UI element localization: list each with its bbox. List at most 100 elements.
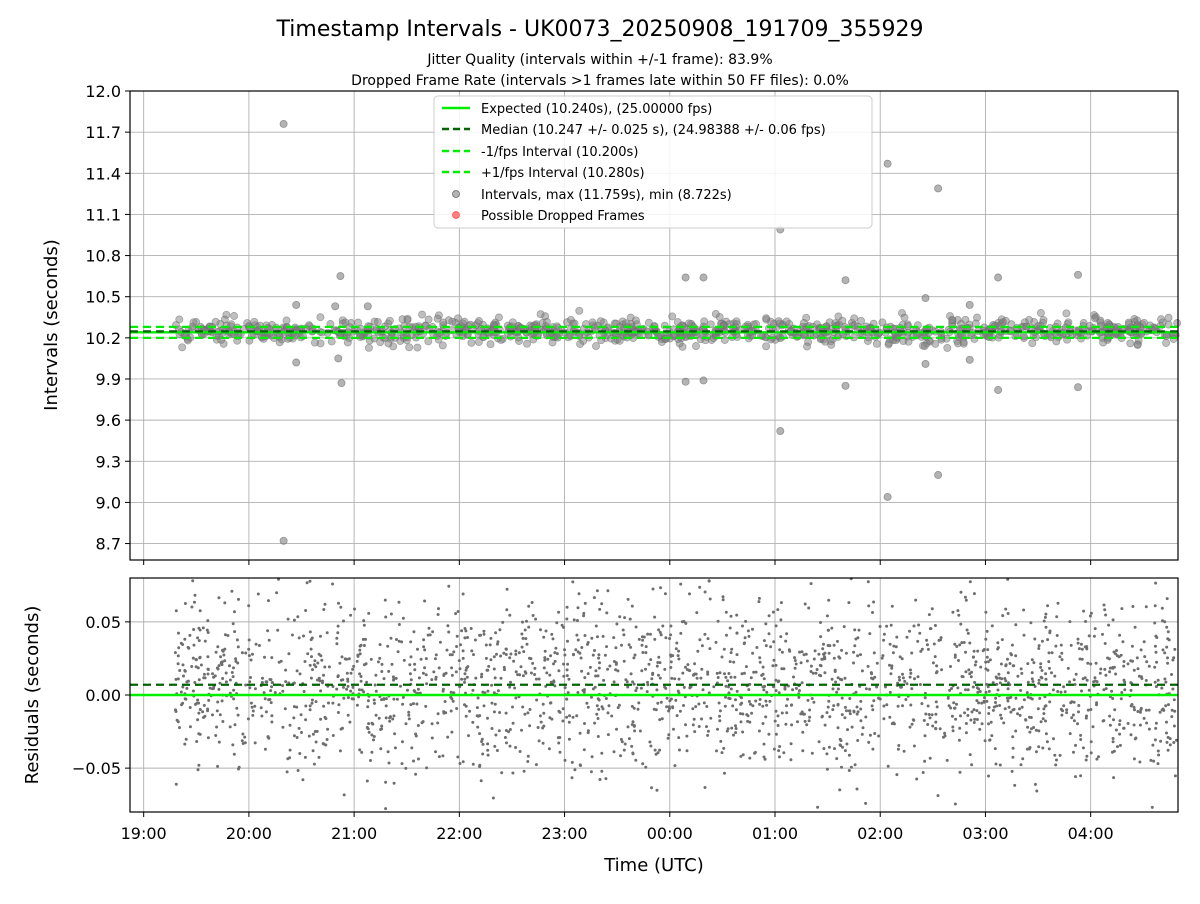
residual-point xyxy=(1062,685,1066,689)
residual-point xyxy=(1006,687,1010,691)
residual-point xyxy=(1079,738,1083,741)
residual-point xyxy=(247,638,251,642)
residual-point xyxy=(303,755,307,759)
residual-point xyxy=(828,715,832,719)
residual-point xyxy=(847,709,851,713)
interval-point xyxy=(1162,338,1171,347)
interval-outlier-point xyxy=(883,492,892,501)
residual-point xyxy=(490,727,494,730)
residual-point xyxy=(860,732,864,736)
interval-point xyxy=(1039,315,1048,324)
residual-point xyxy=(386,644,390,648)
residual-point xyxy=(572,618,576,622)
residual-point xyxy=(927,713,931,716)
residual-point xyxy=(467,734,470,738)
residual-point xyxy=(496,689,500,693)
top-y-tick-label: 9.3 xyxy=(96,452,121,471)
residual-point xyxy=(248,686,252,690)
residual-point xyxy=(627,643,631,647)
residual-point xyxy=(644,667,647,671)
residual-point xyxy=(622,748,626,752)
residual-point xyxy=(723,672,726,676)
residual-point xyxy=(1006,657,1009,661)
interval-outlier-point xyxy=(965,355,974,364)
residual-point xyxy=(873,732,877,735)
residual-point xyxy=(348,720,352,724)
residual-point xyxy=(583,676,587,680)
residual-point xyxy=(1044,612,1048,616)
residual-point xyxy=(566,662,570,666)
x-tick-label: 00:00 xyxy=(647,824,693,843)
residual-point xyxy=(616,706,620,710)
residual-point xyxy=(866,664,870,668)
residual-point xyxy=(871,747,875,751)
residual-point xyxy=(372,698,376,702)
residual-point xyxy=(206,655,210,659)
residual-point xyxy=(596,717,600,720)
residual-point xyxy=(1085,714,1088,718)
residual-point xyxy=(319,717,323,721)
residual-point xyxy=(853,644,857,648)
residual-point xyxy=(740,672,744,676)
residual-point xyxy=(1157,753,1161,757)
interval-point xyxy=(523,339,531,348)
residual-point xyxy=(976,649,980,653)
residual-point xyxy=(634,689,638,693)
residual-point xyxy=(184,697,188,701)
residual-point xyxy=(838,743,842,747)
residual-point xyxy=(765,690,769,694)
residual-point xyxy=(706,670,710,674)
residual-point xyxy=(653,637,657,641)
residual-point xyxy=(447,584,451,588)
residual-point xyxy=(1058,753,1062,757)
residual-point xyxy=(482,704,486,708)
residual-point xyxy=(194,702,197,706)
residual-point xyxy=(514,696,518,700)
residual-point xyxy=(1056,601,1060,605)
residual-point xyxy=(284,680,288,684)
residual-point xyxy=(621,628,625,632)
interval-point xyxy=(631,316,640,325)
residual-point xyxy=(656,701,660,705)
interval-point xyxy=(799,318,808,327)
residual-point xyxy=(412,630,416,634)
residual-point xyxy=(416,687,420,691)
residual-point xyxy=(602,678,606,682)
residual-point xyxy=(1082,609,1086,613)
bottom-panel-reference-lines xyxy=(130,683,1178,697)
residual-point xyxy=(379,747,383,751)
residual-point xyxy=(877,734,881,738)
residual-point xyxy=(964,688,967,692)
residual-point xyxy=(1030,697,1034,701)
residual-point xyxy=(1037,644,1041,648)
residual-point xyxy=(909,671,913,675)
chart-subtitle-dropped: Dropped Frame Rate (intervals >1 frames … xyxy=(351,73,849,89)
interval-point xyxy=(1157,315,1166,324)
residual-point xyxy=(557,709,561,713)
interval-point xyxy=(475,317,483,325)
residual-point xyxy=(1066,666,1070,670)
residual-point xyxy=(1147,727,1151,731)
residual-point xyxy=(517,651,521,655)
residual-point xyxy=(864,687,868,691)
residual-point xyxy=(1118,723,1121,726)
residual-point xyxy=(512,659,516,663)
residual-point xyxy=(222,653,226,657)
residual-point xyxy=(601,707,605,711)
residual-point xyxy=(1097,755,1100,759)
residual-point xyxy=(926,647,930,651)
residual-point xyxy=(409,678,413,682)
residual-point xyxy=(313,730,317,733)
residual-point xyxy=(1084,620,1088,623)
residual-point xyxy=(699,676,703,680)
residual-point xyxy=(522,769,526,773)
residual-point xyxy=(202,716,205,719)
residual-point xyxy=(885,703,889,707)
residual-point xyxy=(516,673,520,677)
residual-point xyxy=(1156,762,1160,766)
residual-point xyxy=(1173,647,1177,651)
residual-point xyxy=(626,685,630,689)
residual-point xyxy=(870,672,874,676)
residual-point xyxy=(998,763,1002,767)
